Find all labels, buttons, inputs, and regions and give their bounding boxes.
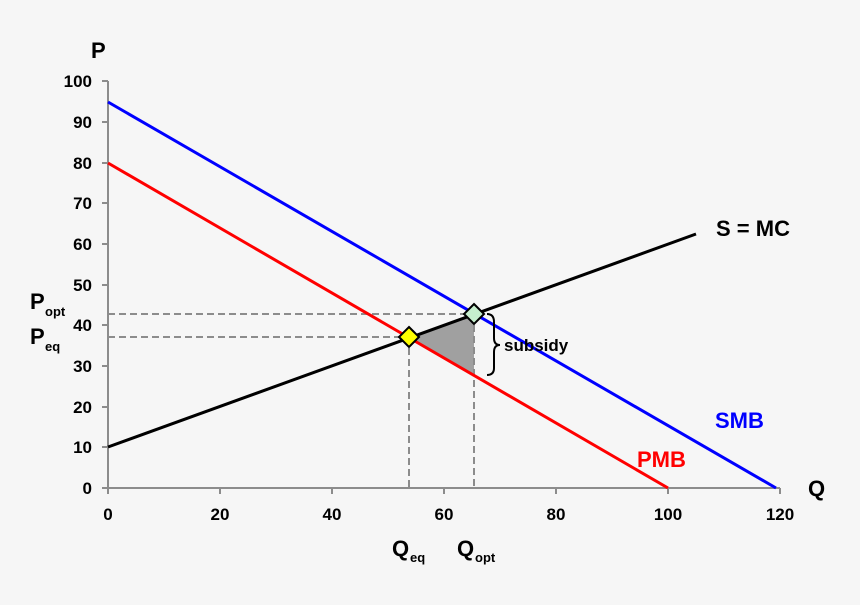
- mc-label: S = MC: [716, 216, 790, 241]
- smb-curve: [107, 100, 777, 490]
- y-tick-label: 30: [73, 357, 92, 376]
- svg-text:eq: eq: [410, 550, 425, 565]
- x-tick-label: 0: [103, 505, 112, 524]
- y-tick-label: 0: [83, 479, 92, 498]
- p-opt-label: P opt: [30, 289, 66, 319]
- q-eq-label: Q eq: [392, 536, 425, 565]
- x-tick-label: 120: [766, 505, 794, 524]
- y-tick-label: 70: [73, 194, 92, 213]
- y-tick-label: 100: [64, 72, 92, 91]
- y-tick-label: 10: [73, 438, 92, 457]
- subsidy-label: subsidy: [504, 336, 569, 355]
- y-tick-label: 90: [73, 113, 92, 132]
- optimum-marker: [462, 302, 486, 326]
- y-tick-label: 80: [73, 154, 92, 173]
- p-eq-label: P eq: [30, 324, 60, 354]
- svg-text:Q: Q: [392, 536, 409, 561]
- y-tick-label: 50: [73, 276, 92, 295]
- svg-text:opt: opt: [45, 304, 66, 319]
- subsidy-brace: [486, 313, 501, 376]
- deadweight-loss-region: [409, 314, 474, 376]
- y-tick-label: 20: [73, 398, 92, 417]
- x-axis-title: Q: [808, 476, 825, 501]
- x-tick-label: 80: [547, 505, 566, 524]
- svg-text:Q: Q: [457, 536, 474, 561]
- y-tick-labels: 0 10 20 30 40 50 60 70 80 90 100: [64, 72, 92, 498]
- x-ticks: [107, 488, 781, 494]
- pmb-curve: [107, 161, 669, 490]
- x-tick-label: 60: [435, 505, 454, 524]
- svg-text:P: P: [30, 289, 45, 314]
- x-tick-label: 20: [211, 505, 230, 524]
- y-tick-label: 40: [73, 316, 92, 335]
- y-axis-title: P: [91, 38, 106, 63]
- svg-text:opt: opt: [475, 550, 496, 565]
- smb-label: SMB: [715, 408, 764, 433]
- svg-text:P: P: [30, 324, 45, 349]
- equilibrium-marker: [397, 325, 421, 349]
- y-tick-label: 60: [73, 235, 92, 254]
- q-opt-label: Q opt: [457, 536, 496, 565]
- svg-text:eq: eq: [45, 339, 60, 354]
- guide-lines: [108, 313, 475, 488]
- x-tick-labels: 0 20 40 60 80 100 120: [103, 505, 794, 524]
- x-tick-label: 40: [323, 505, 342, 524]
- x-tick-label: 100: [654, 505, 682, 524]
- y-ticks: [102, 80, 108, 489]
- pmb-label: PMB: [637, 447, 686, 472]
